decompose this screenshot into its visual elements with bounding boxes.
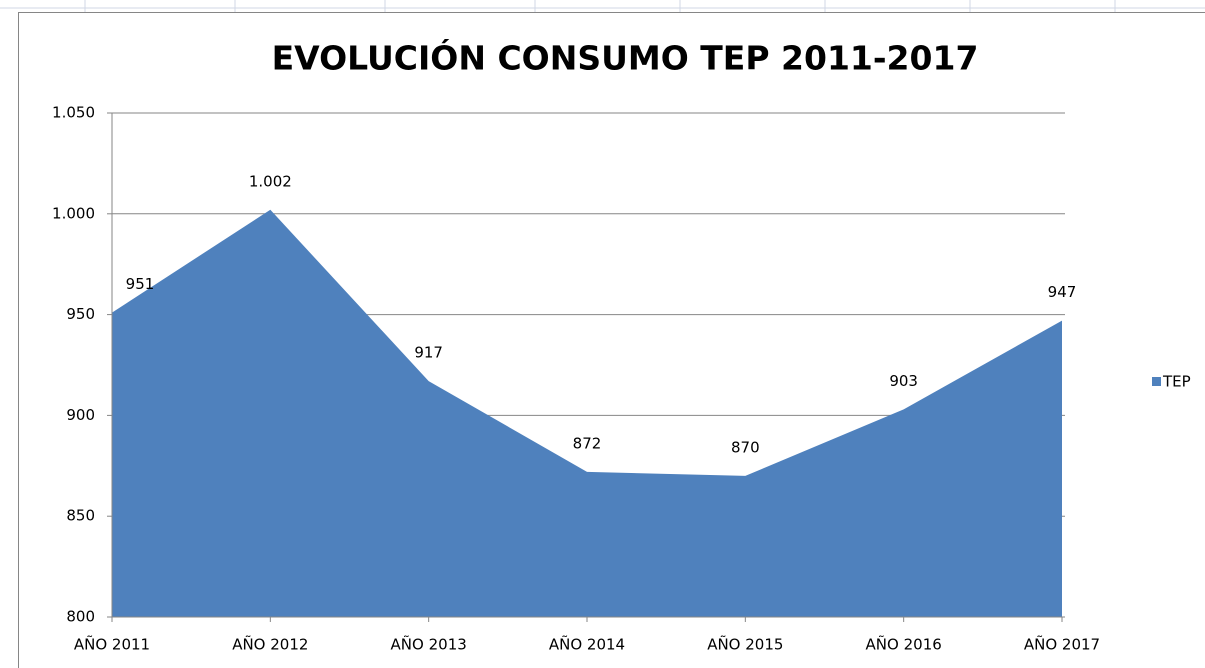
data-label: 917 [414, 344, 443, 362]
data-label: 947 [1048, 283, 1077, 301]
x-tick-label: AÑO 2012 [232, 635, 308, 654]
y-tick-label: 1.050 [52, 104, 95, 122]
y-tick-label: 1.000 [52, 204, 95, 222]
data-label: 951 [126, 275, 155, 293]
area [112, 209, 1062, 617]
x-tick-label: AÑO 2015 [707, 635, 783, 654]
chart-title: EVOLUCIÓN CONSUMO TEP 2011-2017 [272, 38, 979, 78]
y-tick-label: 850 [66, 507, 95, 525]
legend-swatch [1152, 377, 1161, 386]
data-label: 870 [731, 438, 760, 456]
data-label: 872 [573, 434, 602, 452]
x-tick-label: AÑO 2017 [1024, 635, 1100, 654]
data-label: 903 [889, 372, 918, 390]
sheet-grid [0, 0, 1205, 12]
data-label: 1.002 [249, 172, 292, 190]
x-tick-label: AÑO 2014 [549, 635, 625, 654]
x-tick-label: AÑO 2016 [866, 635, 942, 654]
x-tick-label: AÑO 2011 [74, 635, 150, 654]
y-tick-label: 950 [66, 305, 95, 323]
y-tick-label: 900 [66, 406, 95, 424]
legend-label: TEP [1162, 373, 1191, 391]
x-tick-label: AÑO 2013 [391, 635, 467, 654]
y-tick-label: 800 [66, 608, 95, 626]
